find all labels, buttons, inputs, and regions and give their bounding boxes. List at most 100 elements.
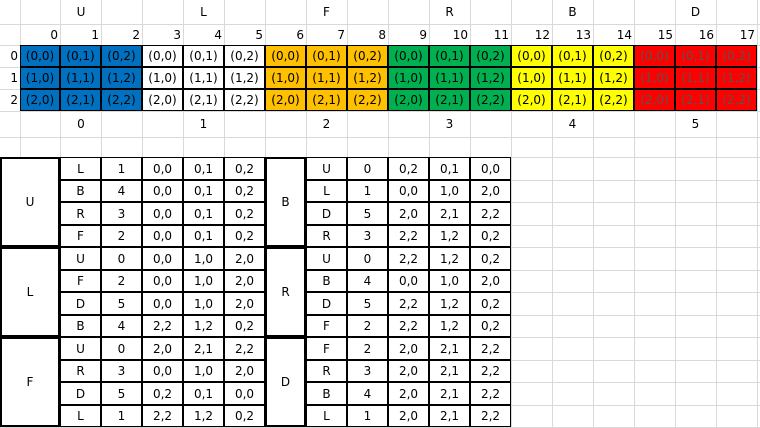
row-index: 0 xyxy=(10,49,18,63)
col-index: 13 xyxy=(575,27,591,42)
adjacency-value: B xyxy=(306,382,347,405)
adjacency-value: 1,2 xyxy=(183,405,224,427)
adjacency-value: 2,2 xyxy=(388,225,429,247)
adjacency-value: 2,1 xyxy=(183,337,224,360)
col-index: 5 xyxy=(255,27,263,42)
adjacency-value: U xyxy=(306,247,347,270)
face-cell-B: (2,0) xyxy=(511,89,552,111)
adjacency-value: 0,0 xyxy=(388,270,429,292)
adjacency-value: 2,2 xyxy=(470,360,511,382)
adjacency-value: 2,0 xyxy=(388,405,429,427)
face-cell-D: (0,2) xyxy=(716,45,757,67)
adjacency-value: 2,0 xyxy=(388,202,429,225)
adjacency-value: 0 xyxy=(347,157,388,180)
adjacency-value: D xyxy=(60,382,101,405)
adjacency-value: 2,2 xyxy=(470,382,511,405)
col-index: 0 xyxy=(50,27,58,42)
face-cell-D: (1,1) xyxy=(675,67,716,89)
adjacency-value: 2,0 xyxy=(388,360,429,382)
adjacency-value: R xyxy=(306,225,347,247)
face-cell-F: (2,2) xyxy=(347,89,388,111)
adjacency-value: 0,2 xyxy=(224,405,265,427)
adjacency-value: 0,2 xyxy=(388,157,429,180)
face-cell-F: (1,2) xyxy=(347,67,388,89)
face-cell-R: (2,2) xyxy=(470,89,511,111)
adjacency-value: 1,0 xyxy=(429,180,470,202)
face-cell-F: (0,1) xyxy=(306,45,347,67)
adjacency-value: 5 xyxy=(101,382,142,405)
face-cell-D: (2,2) xyxy=(716,89,757,111)
face-index: 3 xyxy=(445,117,454,131)
adjacency-value: 0,0 xyxy=(388,180,429,202)
adjacency-value: 5 xyxy=(347,202,388,225)
face-cell-B: (1,2) xyxy=(593,67,634,89)
adjacency-value: 2,0 xyxy=(388,382,429,405)
face-cell-B: (2,2) xyxy=(593,89,634,111)
face-letter-F: F xyxy=(323,5,330,19)
adjacency-value: 2,0 xyxy=(388,337,429,360)
adjacency-value: 3 xyxy=(347,360,388,382)
adjacency-value: L xyxy=(306,180,347,202)
adjacency-value: 0,0 xyxy=(142,360,183,382)
adjacency-value: B xyxy=(60,315,101,337)
face-cell-L: (2,0) xyxy=(142,89,183,111)
adjacency-value: 2,0 xyxy=(142,337,183,360)
face-cell-B: (0,1) xyxy=(552,45,593,67)
adjacency-value: 1,0 xyxy=(183,247,224,270)
col-index: 4 xyxy=(214,27,222,42)
adjacency-value: 0,2 xyxy=(224,315,265,337)
col-index: 7 xyxy=(337,27,345,42)
adjacency-value: 2,1 xyxy=(429,360,470,382)
face-cell-D: (2,1) xyxy=(675,89,716,111)
face-cell-B: (1,0) xyxy=(511,67,552,89)
row-index: 1 xyxy=(10,71,18,85)
adjacency-value: 2,2 xyxy=(142,405,183,427)
col-index: 14 xyxy=(616,27,632,42)
face-cell-R: (1,2) xyxy=(470,67,511,89)
adjacency-value: 0,2 xyxy=(224,180,265,202)
adjacency-value: 0,2 xyxy=(224,202,265,225)
face-cell-D: (2,0) xyxy=(634,89,675,111)
adjacency-value: 1 xyxy=(347,405,388,427)
col-index: 2 xyxy=(132,27,140,42)
adjacency-value: R xyxy=(60,360,101,382)
adjacency-face-F: F xyxy=(0,337,60,427)
face-letter-R: R xyxy=(445,5,454,19)
adjacency-value: D xyxy=(306,202,347,225)
face-cell-R: (0,2) xyxy=(470,45,511,67)
adjacency-value: 1,0 xyxy=(183,360,224,382)
face-index: 1 xyxy=(199,117,208,131)
adjacency-value: 3 xyxy=(101,202,142,225)
adjacency-value: 5 xyxy=(347,292,388,315)
adjacency-value: 0,2 xyxy=(470,292,511,315)
adjacency-value: 5 xyxy=(101,292,142,315)
adjacency-value: 4 xyxy=(347,382,388,405)
col-index: 12 xyxy=(534,27,550,42)
face-letter-L: L xyxy=(200,5,207,19)
face-cell-B: (2,1) xyxy=(552,89,593,111)
adjacency-value: 2,2 xyxy=(470,202,511,225)
col-index: 16 xyxy=(698,27,714,42)
col-index: 8 xyxy=(378,27,386,42)
adjacency-value: 2 xyxy=(347,315,388,337)
adjacency-value: 0,0 xyxy=(142,292,183,315)
face-cell-U: (2,0) xyxy=(20,89,60,111)
adjacency-value: F xyxy=(306,337,347,360)
face-cell-L: (0,0) xyxy=(142,45,183,67)
face-cell-B: (0,0) xyxy=(511,45,552,67)
face-cell-U: (1,1) xyxy=(60,67,101,89)
adjacency-value: 1 xyxy=(101,405,142,427)
face-cell-F: (2,0) xyxy=(265,89,306,111)
adjacency-value: 1 xyxy=(101,157,142,180)
face-letter-U: U xyxy=(76,5,86,19)
adjacency-value: 0 xyxy=(101,337,142,360)
face-index: 0 xyxy=(77,117,85,131)
face-cell-L: (0,2) xyxy=(224,45,265,67)
adjacency-value: 0,1 xyxy=(183,157,224,180)
adjacency-value: 3 xyxy=(347,225,388,247)
adjacency-value: 2,0 xyxy=(224,270,265,292)
face-cell-D: (0,0) xyxy=(634,45,675,67)
adjacency-value: L xyxy=(60,157,101,180)
face-cell-U: (0,1) xyxy=(60,45,101,67)
adjacency-value: 1,0 xyxy=(183,292,224,315)
